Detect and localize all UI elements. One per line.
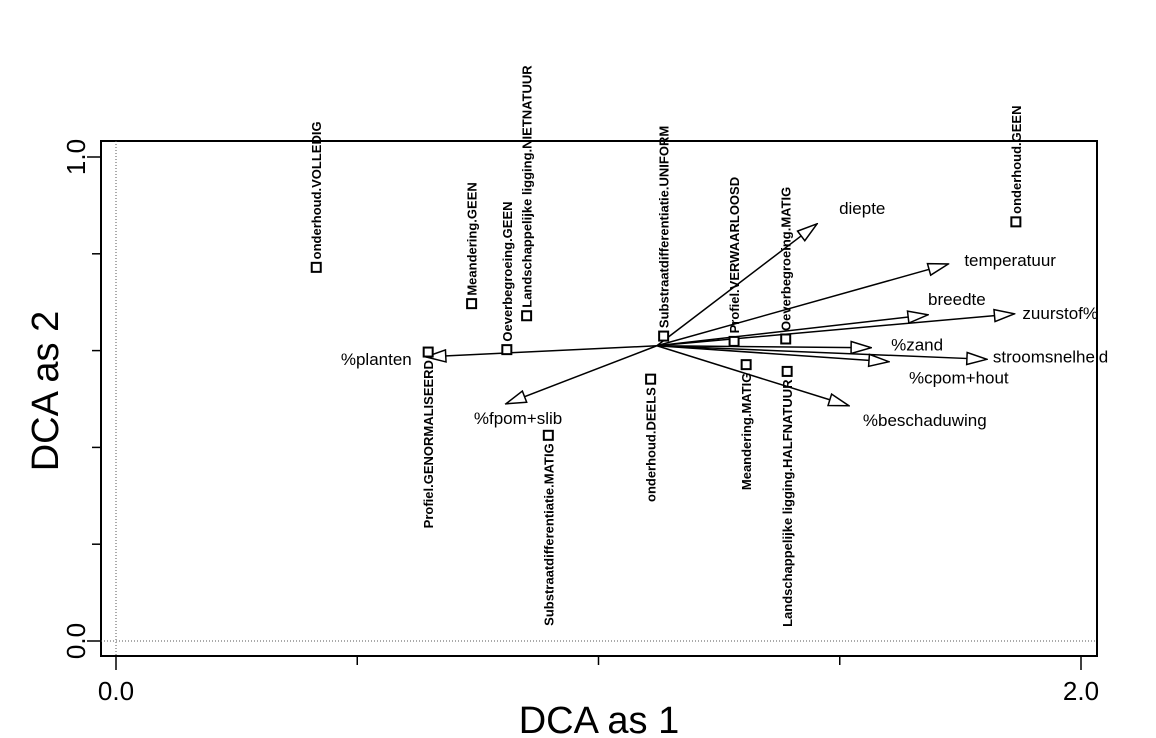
point-label-profiel-genormaliseerd: Profiel.GENORMALISEERD: [421, 360, 436, 528]
vector-breedte: [656, 315, 928, 347]
y-axis-title: DCA as 2: [25, 311, 67, 472]
point-label-oeverbegroeing-matig: Oeverbegroeing.MATIG: [779, 187, 794, 331]
vector-zuurstof: [656, 314, 1015, 347]
point-label-landschappelijke-ligging-nietnatuur: Landschappelijke ligging.NIETNATUUR: [520, 65, 535, 308]
axis-tick-labels: 0.0 2.0 0.0 1.0: [61, 139, 1099, 706]
vector-label-zuurstof: zuurstof%: [1022, 304, 1098, 323]
vector-label-cpom-hout: %cpom+hout: [909, 369, 1009, 388]
vector-zand: [656, 346, 871, 348]
vector-fpom-slib: [506, 345, 658, 404]
point-label-landschappelijke-ligging-halfnatuur: Landschappelijke ligging.HALFNATUUR: [780, 379, 795, 627]
vector-label-zand: %zand: [891, 336, 943, 355]
point-oeverbegroeing-geen: [501, 344, 513, 356]
x-tick-label: 2.0: [1063, 676, 1099, 706]
axis-ticks: [87, 156, 1082, 670]
vector-label-temperatuur: temperatuur: [964, 251, 1056, 270]
point-landschappelijke-ligging-nietnatuur: [521, 310, 533, 322]
nominal-points: onderhoud.VOLLEDIG Meandering.GEEN Oeverbe…: [309, 65, 1024, 627]
point-substraatdifferentiatie-uniform: [658, 330, 670, 342]
point-onderhoud-geen: [1010, 216, 1022, 228]
vector-planten: [426, 345, 657, 357]
point-label-meandering-matig: Meandering.MATIG: [739, 373, 754, 490]
point-label-onderhoud-geen: onderhoud.GEEN: [1009, 106, 1024, 214]
x-tick-label: 0.0: [98, 676, 134, 706]
point-onderhoud-deels: [645, 373, 657, 385]
vector-stroomsnelheid: [656, 345, 987, 360]
vector-beschaduwing: [656, 345, 849, 406]
point-label-onderhoud-volledig: onderhoud.VOLLEDIG: [309, 121, 324, 259]
point-oeverbegroeing-matig: [780, 333, 792, 345]
vector-label-breedte: breedte: [928, 290, 986, 309]
point-onderhoud-volledig: [310, 261, 322, 273]
environment-vectors: diepte temperatuur breedte zuurstof% %zand st…: [341, 199, 1108, 430]
plot-frame: [100, 140, 1098, 657]
point-label-onderhoud-deels: onderhoud.DEELS: [644, 387, 659, 502]
vector-label-beschaduwing: %beschaduwing: [863, 411, 987, 430]
point-label-oeverbegroeing-geen: Oeverbegroeing.GEEN: [500, 201, 515, 341]
point-substraatdifferentiatie-matig: [542, 429, 554, 441]
x-axis-title: DCA as 1: [519, 700, 680, 738]
vector-cpom-hout: [656, 345, 889, 362]
point-label-substraatdifferentiatie-matig: Substraatdifferentiatie.MATIG: [541, 443, 556, 626]
vector-diepte: [656, 224, 817, 347]
point-label-substraatdifferentiatie-uniform: Substraatdifferentiatie.UNIFORM: [657, 126, 672, 328]
point-meandering-geen: [466, 298, 478, 310]
point-meandering-matig: [740, 359, 752, 371]
y-tick-label: 0.0: [61, 623, 91, 659]
vector-label-stroomsnelheid: stroomsnelheid: [993, 347, 1108, 366]
point-label-meandering-geen: Meandering.GEEN: [465, 182, 480, 295]
point-profiel-verwaarloosd: [728, 335, 740, 347]
vector-label-diepte: diepte: [839, 199, 885, 218]
point-label-profiel-verwaarloosd: Profiel.VERWAARLOOSD: [727, 177, 742, 334]
vector-temperatuur: [656, 264, 948, 347]
point-profiel-genormaliseerd: [422, 346, 434, 358]
vector-label-planten: %planten: [341, 350, 412, 369]
point-landschappelijke-ligging-halfnatuur: [781, 365, 793, 377]
y-tick-label: 1.0: [61, 139, 91, 175]
vector-label-fpom-slib: %fpom+slib: [474, 409, 562, 428]
